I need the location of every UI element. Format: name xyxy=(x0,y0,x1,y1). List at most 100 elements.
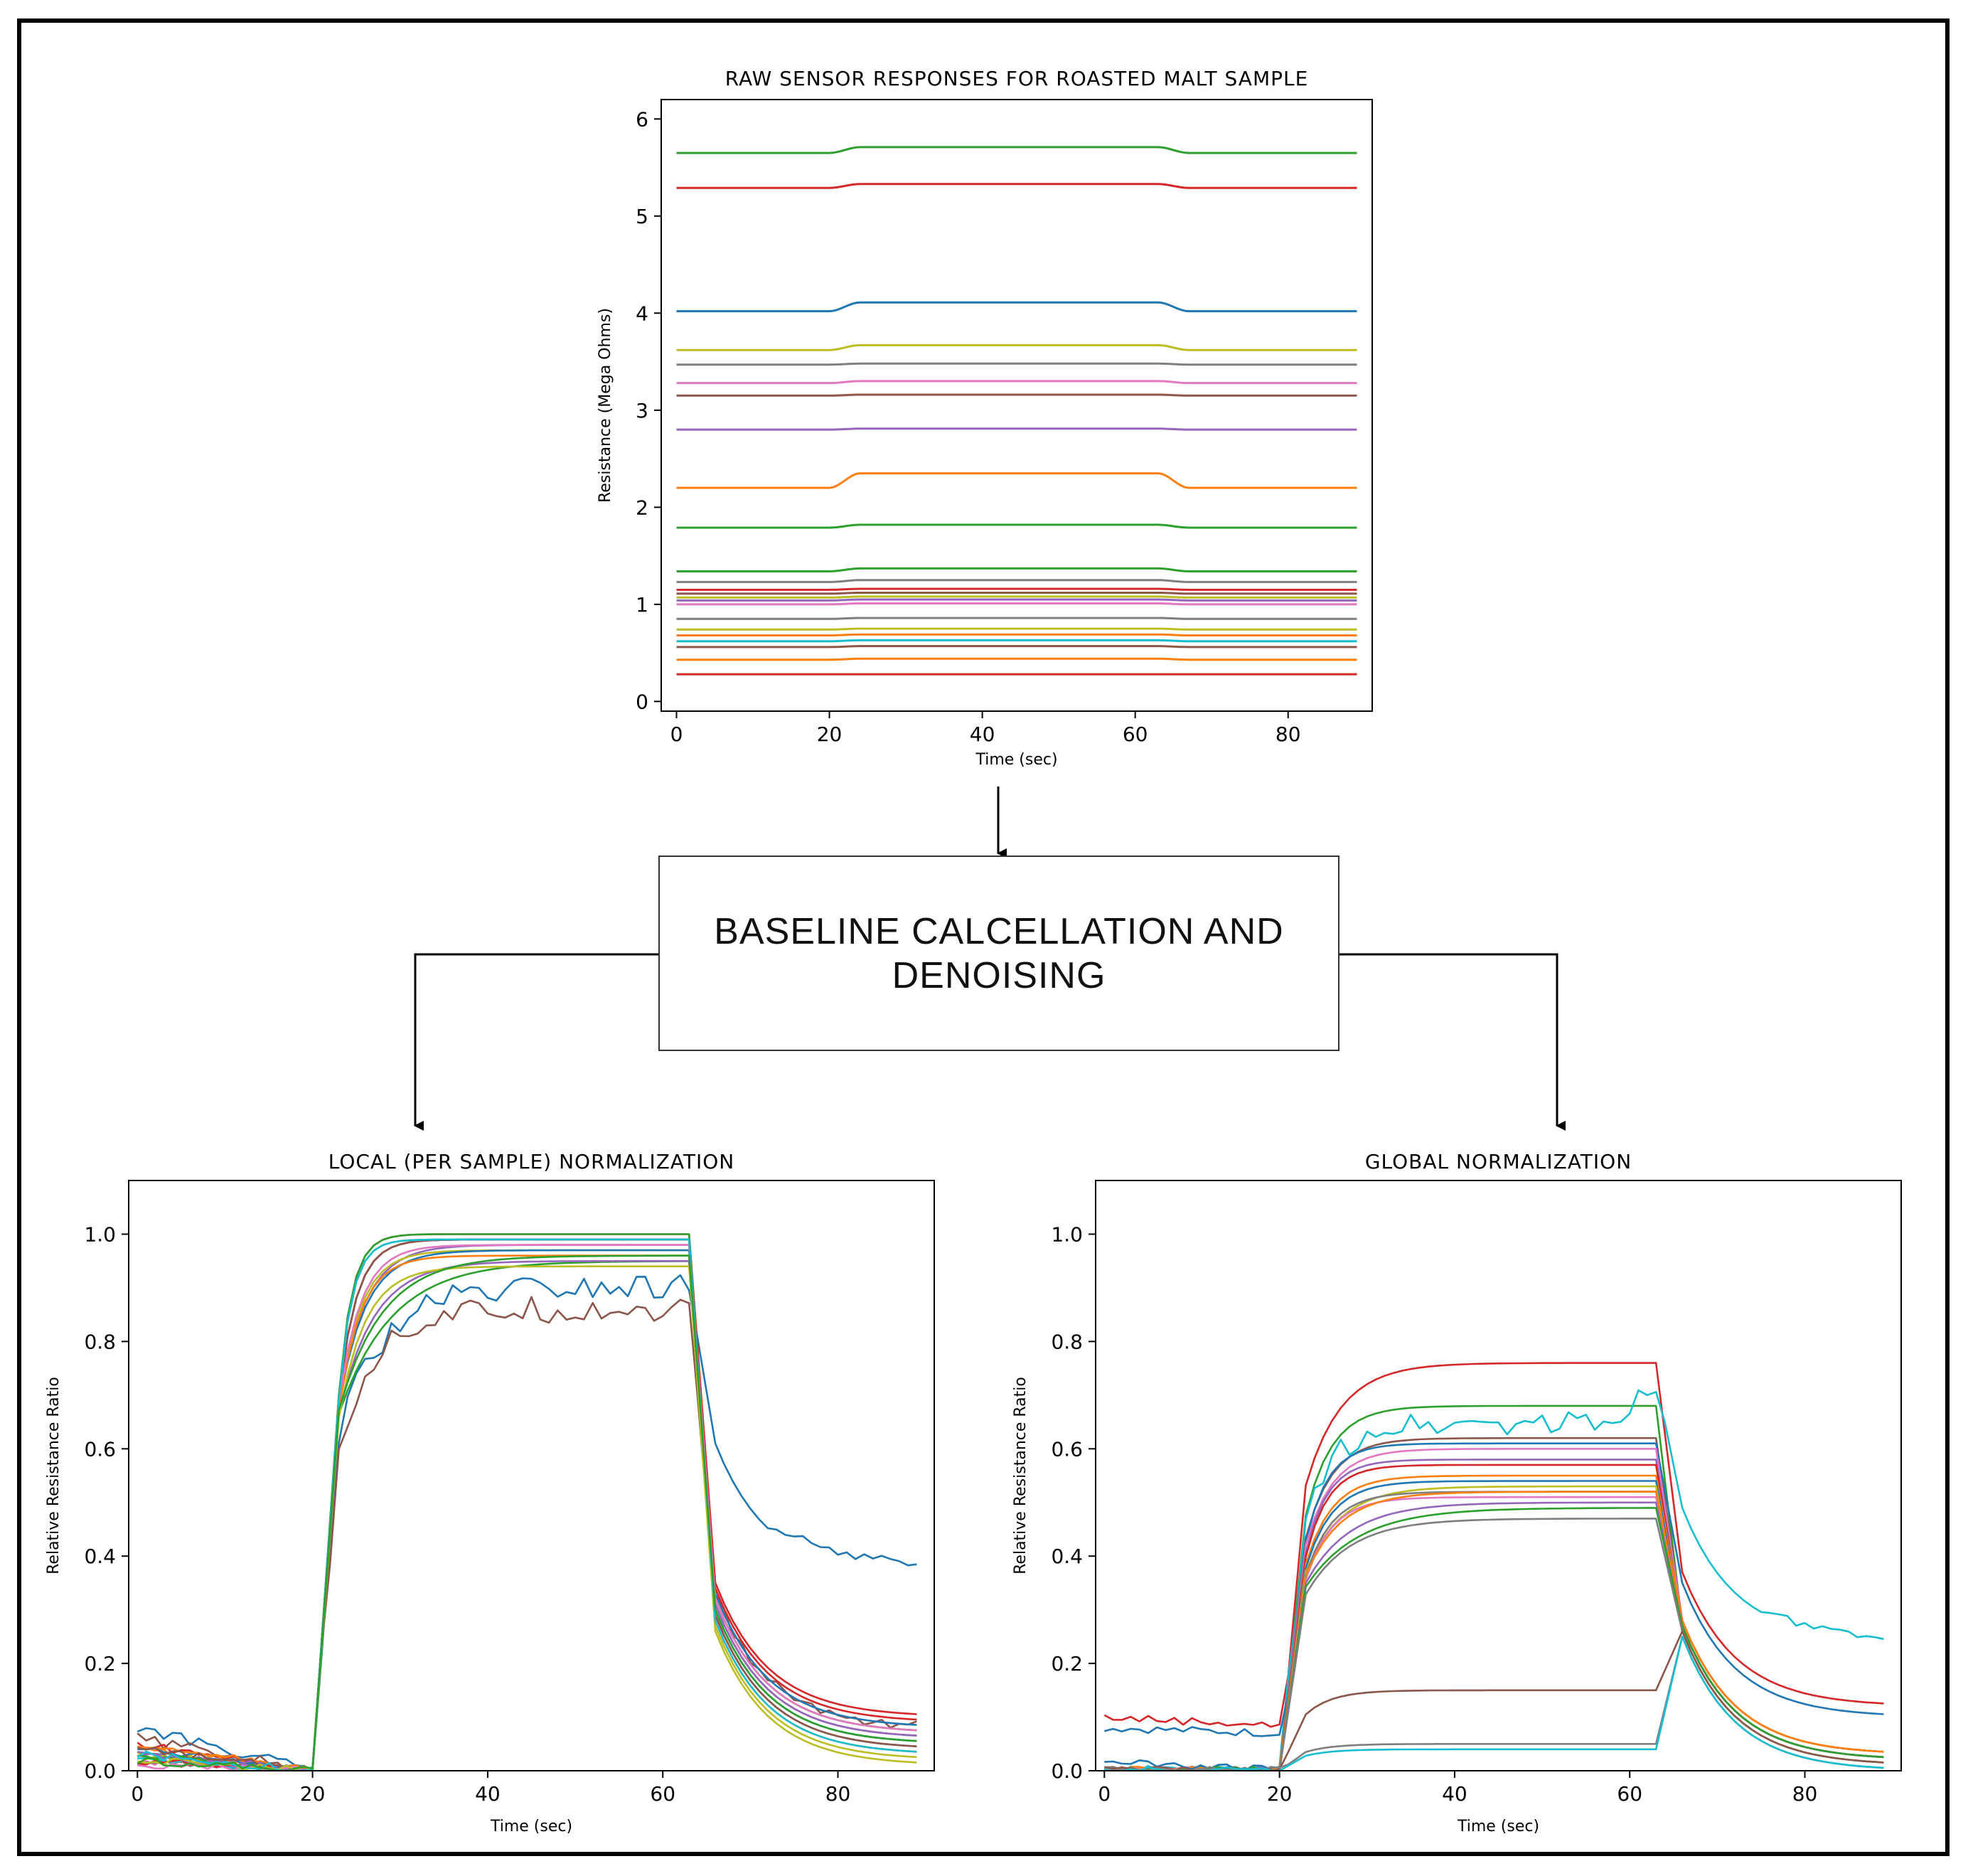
y-tick-label: 4 xyxy=(636,302,648,325)
series-line-s16 xyxy=(676,598,1357,602)
y-tick-label: 0.8 xyxy=(1051,1330,1083,1353)
x-tick-label: 40 xyxy=(1442,1782,1467,1806)
x-axis-label: Time (sec) xyxy=(490,1818,572,1835)
series-group xyxy=(1103,1362,1884,1771)
plot-frame xyxy=(661,99,1373,712)
x-tick-label: 40 xyxy=(475,1782,501,1806)
y-tick-label: 0.6 xyxy=(1051,1437,1083,1461)
x-tick-label: 80 xyxy=(825,1782,851,1806)
y-tick-label: 2 xyxy=(636,496,648,519)
series-line-s11 xyxy=(676,567,1357,572)
series-line-s2 xyxy=(137,1296,917,1771)
raw-sensor-chart: RAW SENSOR RESPONSES FOR ROASTED MALT SA… xyxy=(597,67,1373,769)
y-tick-label: 0.2 xyxy=(1051,1652,1083,1675)
local-normalization-chart: LOCAL (PER SAMPLE) NORMALIZATION 0 20 40 60 8… xyxy=(45,1150,935,1835)
plot-frame xyxy=(128,1180,935,1771)
process-box-label: BASELINE CALCELLATION AND DENOISING xyxy=(714,910,1284,996)
series-line-s14 xyxy=(676,592,1357,595)
arrow-process-to-global xyxy=(1339,953,1566,1131)
chart-title: RAW SENSOR RESPONSES FOR ROASTED MALT SA… xyxy=(725,67,1309,90)
arrow-process-to-local xyxy=(414,953,658,1131)
series-line-s2 xyxy=(1104,1405,1884,1771)
x-tick-label: 60 xyxy=(1617,1782,1642,1806)
x-tick-label: 0 xyxy=(1098,1782,1111,1806)
series-line-s3 xyxy=(1103,1389,1884,1771)
y-axis-label: Relative Resistance Ratio xyxy=(1012,1377,1030,1574)
series-line-s5 xyxy=(1103,1442,1884,1737)
series-line-s13 xyxy=(676,587,1357,591)
y-tick-label: 0.0 xyxy=(1051,1759,1083,1783)
series-line-s4 xyxy=(676,343,1357,351)
y-axis-label: Resistance (Mega Ohms) xyxy=(597,308,614,503)
series-line-s13 xyxy=(1104,1496,1884,1771)
series-line-s19 xyxy=(137,1238,917,1771)
y-tick-label: 0.8 xyxy=(84,1330,116,1353)
series-line-s14 xyxy=(1104,1491,1884,1771)
x-axis-label: Time (sec) xyxy=(975,751,1057,769)
series-line-s10 xyxy=(676,523,1357,529)
series-group xyxy=(676,146,1357,676)
series-line-s8 xyxy=(676,427,1357,431)
y-tick-label: 0.6 xyxy=(84,1437,116,1461)
x-tick-label: 0 xyxy=(670,723,683,746)
x-tick-label: 0 xyxy=(131,1782,144,1806)
series-line-s4 xyxy=(137,1233,917,1771)
series-line-s20 xyxy=(1104,1636,1884,1771)
y-tick-label: 0.4 xyxy=(84,1545,116,1568)
series-line-s6 xyxy=(137,1244,917,1771)
series-line-s11 xyxy=(137,1249,917,1771)
y-tick-label: 1 xyxy=(636,593,648,617)
y-axis-label: Relative Resistance Ratio xyxy=(45,1377,63,1574)
series-line-s15 xyxy=(137,1259,917,1771)
series-line-s9 xyxy=(137,1249,917,1771)
x-axis-label: Time (sec) xyxy=(1457,1818,1539,1835)
x-tick-label: 60 xyxy=(650,1782,675,1806)
series-line-s16 xyxy=(1104,1507,1884,1771)
series-line-s22 xyxy=(676,645,1357,649)
series-line-s20 xyxy=(137,1254,917,1771)
figure-frame xyxy=(17,18,1950,1856)
series-line-s1 xyxy=(1103,1362,1884,1728)
series-line-s1 xyxy=(676,146,1357,154)
series-line-s20 xyxy=(676,633,1357,636)
series-line-s3 xyxy=(137,1260,917,1771)
series-line-s4 xyxy=(1104,1437,1884,1771)
x-tick-label: 20 xyxy=(300,1782,326,1806)
series-line-s2 xyxy=(676,183,1357,189)
series-line-s18 xyxy=(137,1265,917,1771)
series-line-s3 xyxy=(676,301,1357,313)
x-tick-label: 40 xyxy=(970,723,995,746)
y-tick-label: 6 xyxy=(636,107,648,131)
series-line-s21 xyxy=(676,639,1357,643)
global-normalization-chart: GLOBAL NORMALIZATION 0 20 40 60 80 0.0 0.2 0.4 0.… xyxy=(1012,1150,1902,1835)
y-tick-label: 5 xyxy=(636,205,648,228)
x-tick-label: 20 xyxy=(1267,1782,1293,1806)
series-group xyxy=(137,1233,917,1771)
x-tick-label: 60 xyxy=(1123,723,1148,746)
chart-title: LOCAL (PER SAMPLE) NORMALIZATION xyxy=(328,1150,734,1173)
y-tick-label: 1.0 xyxy=(84,1222,116,1246)
y-tick-label: 0.2 xyxy=(84,1652,116,1675)
series-line-s9 xyxy=(676,472,1357,489)
series-line-s1 xyxy=(137,1274,917,1771)
series-line-s12 xyxy=(676,579,1357,583)
series-line-s12 xyxy=(1104,1491,1884,1771)
series-line-s15 xyxy=(1104,1501,1884,1771)
x-tick-label: 80 xyxy=(1792,1782,1818,1806)
y-tick-label: 0 xyxy=(636,690,648,713)
plot-frame xyxy=(1095,1180,1902,1771)
chart-title: GLOBAL NORMALIZATION xyxy=(1365,1150,1632,1173)
series-line-s5 xyxy=(676,362,1357,366)
y-tick-label: 3 xyxy=(636,399,648,422)
series-line-s17 xyxy=(137,1244,917,1771)
series-line-s19 xyxy=(1104,1636,1884,1771)
y-tick-label: 1.0 xyxy=(1051,1222,1083,1246)
series-line-s13 xyxy=(137,1254,917,1771)
series-line-s18 xyxy=(676,617,1357,620)
series-line-s6 xyxy=(676,380,1357,385)
x-tick-label: 80 xyxy=(1276,723,1301,746)
process-box: BASELINE CALCELLATION AND DENOISING xyxy=(658,856,1339,1051)
x-tick-label: 20 xyxy=(817,723,843,746)
y-tick-label: 0.0 xyxy=(84,1759,116,1783)
